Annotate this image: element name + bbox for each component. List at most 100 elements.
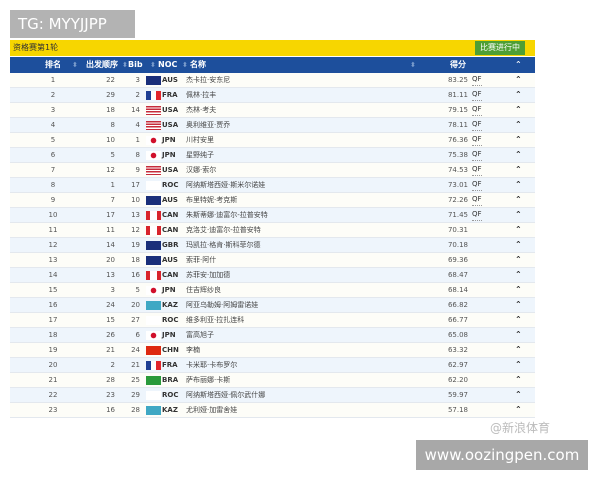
athlete-name[interactable]: 住吉辉纱良 [186, 286, 221, 294]
athlete-name[interactable]: 杰林·考夫 [186, 106, 217, 114]
chevron-up-icon[interactable]: ⌃ [515, 240, 522, 249]
chevron-up-icon[interactable]: ⌃ [515, 255, 522, 264]
score: 63.32 [447, 346, 468, 354]
athlete-name[interactable]: 川村安里 [186, 136, 214, 144]
table-row[interactable]: 6 5 8 JPN 星野纯子 75.38 QF ⌃ [10, 148, 535, 163]
table-row[interactable]: 21 28 25 BRA 萨布丽娜·卡斯 62.20 ⌃ [10, 373, 535, 388]
flag-icon [146, 391, 161, 400]
collapse-all-icon[interactable]: ⌃ [515, 60, 522, 69]
table-row[interactable]: 10 17 13 CAN 朱斯蒂娜·迪富尔-拉普安特 71.45 QF ⌃ [10, 208, 535, 223]
chevron-up-icon[interactable]: ⌃ [515, 210, 522, 219]
chevron-up-icon[interactable]: ⌃ [515, 150, 522, 159]
chevron-up-icon[interactable]: ⌃ [515, 120, 522, 129]
table-row[interactable]: 9 7 10 AUS 布里特妮·考克斯 72.26 QF ⌃ [10, 193, 535, 208]
table-row[interactable]: 17 15 27 ROC 维多利亚·拉扎连科 66.77 ⌃ [10, 313, 535, 328]
bib: 5 [135, 286, 140, 294]
chevron-up-icon[interactable]: ⌃ [515, 315, 522, 324]
chevron-up-icon[interactable]: ⌃ [515, 375, 522, 384]
athlete-name[interactable]: 富高旭子 [186, 331, 214, 339]
table-row[interactable]: 8 1 17 ROC 阿纳斯塔西娅·斯米尔诺娃 73.01 QF ⌃ [10, 178, 535, 193]
athlete-name[interactable]: 维多利亚·拉扎连科 [186, 316, 245, 324]
chevron-up-icon[interactable]: ⌃ [515, 225, 522, 234]
athlete-name[interactable]: 布里特妮·考克斯 [186, 196, 238, 204]
sort-icon[interactable]: ⬍ [150, 61, 156, 69]
score: 59.97 [447, 391, 468, 399]
flag-icon [146, 121, 161, 130]
start-order: 7 [110, 196, 115, 204]
athlete-name[interactable]: 星野纯子 [186, 151, 214, 159]
col-score[interactable]: 得分 [450, 60, 466, 69]
athlete-name[interactable]: 奥利维亚·贾乔 [186, 121, 231, 129]
athlete-name[interactable]: 卡米耶·卡布罗尔 [186, 361, 238, 369]
chevron-up-icon[interactable]: ⌃ [515, 345, 522, 354]
table-row[interactable]: 7 12 9 USA 汉娜·索尔 74.53 QF ⌃ [10, 163, 535, 178]
table-row[interactable]: 2 29 2 FRA 佩林·拉丰 81.11 QF ⌃ [10, 88, 535, 103]
athlete-name[interactable]: 阿亚乌勒姆·阿姆雷诺娃 [186, 301, 259, 309]
qualified-badge: QF [472, 208, 482, 221]
status-button[interactable]: 比赛进行中 [475, 41, 525, 55]
table-row[interactable]: 16 24 20 KAZ 阿亚乌勒姆·阿姆雷诺娃 66.82 ⌃ [10, 298, 535, 313]
chevron-up-icon[interactable]: ⌃ [515, 75, 522, 84]
table-row[interactable]: 13 20 18 AUS 索菲·阿什 69.36 ⌃ [10, 253, 535, 268]
sort-icon[interactable]: ⬍ [410, 61, 416, 69]
sort-icon[interactable]: ⬍ [72, 61, 78, 69]
athlete-name[interactable]: 苏菲安·加加德 [186, 271, 231, 279]
bib: 14 [131, 106, 140, 114]
chevron-up-icon[interactable]: ⌃ [515, 390, 522, 399]
start-order: 20 [106, 256, 115, 264]
athlete-name[interactable]: 李楠 [186, 346, 200, 354]
table-row[interactable]: 23 16 28 KAZ 尤利娅·加雷舍娃 57.18 ⌃ [10, 403, 535, 418]
col-name[interactable]: 名称 [190, 60, 206, 69]
chevron-up-icon[interactable]: ⌃ [515, 405, 522, 414]
table-row[interactable]: 1 22 3 AUS 杰卡拉·安东尼 83.25 QF ⌃ [10, 73, 535, 88]
athlete-name[interactable]: 尤利娅·加雷舍娃 [186, 406, 238, 414]
chevron-up-icon[interactable]: ⌃ [515, 105, 522, 114]
table-row[interactable]: 4 8 4 USA 奥利维亚·贾乔 78.11 QF ⌃ [10, 118, 535, 133]
athlete-name[interactable]: 杰卡拉·安东尼 [186, 76, 231, 84]
chevron-up-icon[interactable]: ⌃ [515, 90, 522, 99]
col-rank[interactable]: 排名 [45, 60, 61, 69]
chevron-up-icon[interactable]: ⌃ [515, 135, 522, 144]
chevron-up-icon[interactable]: ⌃ [515, 180, 522, 189]
athlete-name[interactable]: 汉娜·索尔 [186, 166, 217, 174]
athlete-name[interactable]: 阿纳斯塔西娅·佩尔武什娜 [186, 391, 266, 399]
table-row[interactable]: 15 3 5 JPN 住吉辉纱良 68.14 ⌃ [10, 283, 535, 298]
table-row[interactable]: 20 2 21 FRA 卡米耶·卡布罗尔 62.97 ⌃ [10, 358, 535, 373]
athlete-name[interactable]: 克洛艾·迪富尔-拉普安特 [186, 226, 261, 234]
col-noc[interactable]: NOC [158, 60, 178, 69]
chevron-up-icon[interactable]: ⌃ [515, 300, 522, 309]
col-order[interactable]: 出发顺序 [86, 60, 118, 69]
chevron-up-icon[interactable]: ⌃ [515, 330, 522, 339]
table-row[interactable]: 18 26 6 JPN 富高旭子 65.08 ⌃ [10, 328, 535, 343]
table-row[interactable]: 3 18 14 USA 杰林·考夫 79.15 QF ⌃ [10, 103, 535, 118]
table-row[interactable]: 11 11 12 CAN 克洛艾·迪富尔-拉普安特 70.31 ⌃ [10, 223, 535, 238]
sort-icon[interactable]: ⬍ [122, 61, 128, 69]
table-row[interactable]: 19 21 24 CHN 李楠 63.32 ⌃ [10, 343, 535, 358]
chevron-up-icon[interactable]: ⌃ [515, 285, 522, 294]
table-row[interactable]: 12 14 19 GBR 玛凯拉·格肯·斯科菲尔德 70.18 ⌃ [10, 238, 535, 253]
chevron-up-icon[interactable]: ⌃ [515, 270, 522, 279]
score: 74.53 [447, 166, 468, 174]
athlete-name[interactable]: 萨布丽娜·卡斯 [186, 376, 231, 384]
chevron-up-icon[interactable]: ⌃ [515, 360, 522, 369]
start-order: 10 [106, 136, 115, 144]
score: 81.11 [447, 91, 468, 99]
col-bib[interactable]: Bib [128, 60, 143, 69]
rank: 15 [48, 286, 58, 294]
chevron-up-icon[interactable]: ⌃ [515, 165, 522, 174]
chevron-up-icon[interactable]: ⌃ [515, 195, 522, 204]
flag-icon [146, 316, 161, 325]
bib: 6 [135, 331, 140, 339]
rank: 9 [50, 196, 56, 204]
score: 62.97 [447, 361, 468, 369]
table-row[interactable]: 5 10 1 JPN 川村安里 76.36 QF ⌃ [10, 133, 535, 148]
athlete-name[interactable]: 佩林·拉丰 [186, 91, 217, 99]
sort-icon[interactable]: ⬍ [182, 61, 188, 69]
athlete-name[interactable]: 朱斯蒂娜·迪富尔-拉普安特 [186, 211, 268, 219]
rank: 8 [50, 181, 56, 189]
athlete-name[interactable]: 阿纳斯塔西娅·斯米尔诺娃 [186, 181, 266, 189]
athlete-name[interactable]: 玛凯拉·格肯·斯科菲尔德 [186, 241, 261, 249]
table-row[interactable]: 14 13 16 CAN 苏菲安·加加德 68.47 ⌃ [10, 268, 535, 283]
athlete-name[interactable]: 索菲·阿什 [186, 256, 217, 264]
table-row[interactable]: 22 23 29 ROC 阿纳斯塔西娅·佩尔武什娜 59.97 ⌃ [10, 388, 535, 403]
